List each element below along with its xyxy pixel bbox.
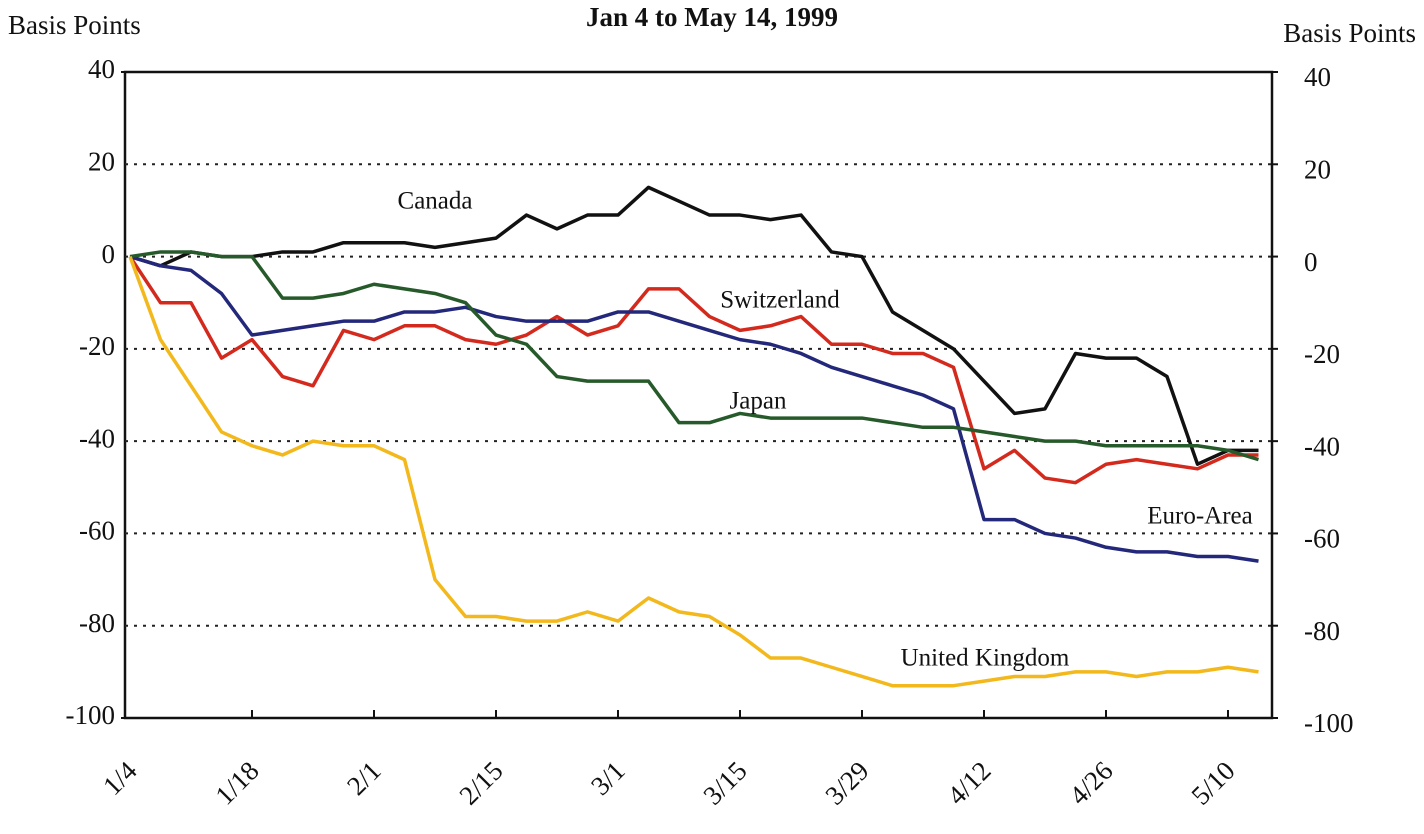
y2-tick-label: -100 — [1304, 708, 1354, 738]
y2-tick-label: 0 — [1304, 247, 1318, 277]
x-tick-label: 1/18 — [209, 755, 264, 810]
y-tick-label: -60 — [79, 516, 115, 546]
y-tick-label: -100 — [66, 700, 116, 730]
y2-tick-label: 40 — [1304, 62, 1331, 92]
series-label: Euro-Area — [1147, 503, 1253, 530]
y2-tick-label: -40 — [1304, 431, 1340, 461]
series-label: Japan — [730, 388, 787, 415]
series-label: United Kingdom — [901, 645, 1070, 672]
y-tick-label: -80 — [79, 608, 115, 638]
series-line — [128, 255, 1259, 688]
plot-frame — [123, 70, 1274, 720]
series-label: Switzerland — [720, 287, 840, 314]
x-tick-label: 4/26 — [1063, 755, 1118, 810]
series-line — [129, 250, 1260, 462]
x-tick-label: 5/10 — [1185, 755, 1240, 810]
y-tick-label: -20 — [79, 331, 115, 361]
x-tick-label: 4/12 — [941, 755, 996, 810]
x-tick-label: 1/4 — [97, 755, 143, 801]
y-tick-label: 20 — [88, 146, 115, 176]
y-tick-label: -40 — [79, 423, 115, 453]
x-tick-label: 2/15 — [453, 755, 508, 810]
x-tick-label: 3/1 — [585, 755, 631, 801]
series-line — [129, 185, 1259, 466]
y-axis-label: Basis Points — [8, 10, 141, 40]
x-tick-label: 3/29 — [819, 755, 874, 810]
y2-tick-label: -20 — [1304, 339, 1340, 369]
y-tick-label: 0 — [102, 239, 116, 269]
y-tick-label: 40 — [88, 54, 115, 84]
x-tick-label: 2/1 — [341, 755, 387, 801]
y2-tick-label: -60 — [1304, 524, 1340, 554]
series-line — [128, 255, 1259, 485]
y2-tick-label: 20 — [1304, 154, 1331, 184]
x-tick-label: 3/15 — [697, 755, 752, 810]
series-label: Canada — [398, 188, 473, 215]
series-line — [129, 254, 1259, 563]
chart-title: Jan 4 to May 14, 1999 — [586, 2, 838, 32]
y2-axis-label: Basis Points — [1283, 18, 1416, 48]
y2-tick-label: -80 — [1304, 616, 1340, 646]
